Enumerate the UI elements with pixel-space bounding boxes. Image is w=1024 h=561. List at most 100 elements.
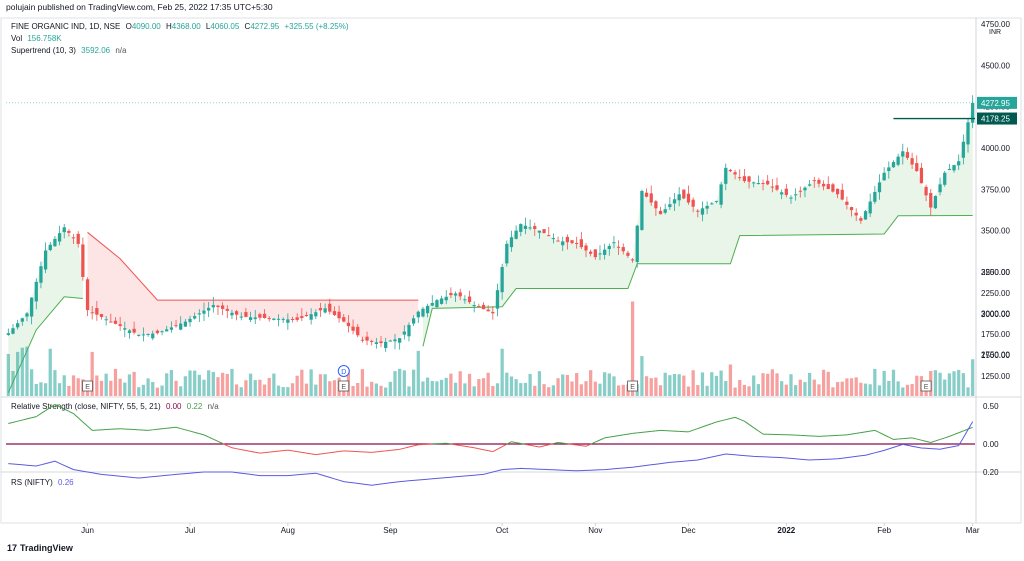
volume-bar [444,377,448,396]
candle-body [537,230,542,233]
volume-bar [356,382,360,396]
candle-body [337,311,341,319]
candle-body [919,167,924,184]
candle-body [425,305,430,314]
volume-bar [332,380,337,396]
volume-bar [34,384,38,396]
candle-body [29,297,34,317]
candle-body [398,338,402,343]
rsi-line-segment [632,432,638,434]
candle-body [393,339,397,342]
rsi-line-segment [474,447,479,450]
volume-bar [882,370,886,396]
candle-body [258,314,262,318]
rsi-line-segment [17,419,23,422]
volume-bar [859,382,863,396]
volume-bar [649,378,653,396]
rsi-line-segment [543,444,549,447]
volume-bar [873,368,877,396]
rsi-line-segment [148,429,153,431]
volume-bar [770,369,774,396]
earnings-marker-label: E [341,384,346,391]
candle-body [481,304,486,310]
rsi-line-segment [655,429,661,432]
publisher-caption: polujain published on TradingView.com, F… [6,2,273,12]
rsi-line-segment [506,441,512,445]
candle-body [300,316,304,319]
volume-bar [938,372,942,396]
rsi-line-segment [748,424,754,429]
rsi-line-segment [162,427,167,430]
volume-bar [849,378,854,396]
supertrend-down-0-fill [87,232,419,344]
candle-body [220,305,225,309]
legend-supertrend: Supertrend (10, 3) 3592.06 n/a [11,46,126,55]
volume-bar [733,387,737,396]
candle-body [579,239,583,248]
candle-body [207,307,211,311]
rsi-line-segment [744,420,750,425]
tradingview-logo[interactable]: 17 TradingView [7,543,73,553]
volume-bar [677,374,681,396]
candle-body [752,182,756,184]
volume-bar [421,381,425,396]
volume-bar [672,373,677,396]
candle-body [444,296,448,301]
volume-bar [821,369,826,396]
volume-bar [556,378,560,396]
volume-bar [565,375,569,396]
candle-body [929,193,933,208]
rsi-line-segment [236,448,242,451]
volume-bar [202,379,206,396]
candle-body [798,190,802,192]
price-tick-label: 1500.00 [981,351,1010,360]
candle-body [523,225,528,229]
candle-body [276,318,281,320]
rsi-line-segment [562,442,568,445]
volume-bar [174,380,178,396]
rsi-line-segment [157,428,163,430]
currency-label: INR [989,29,1001,36]
time-tick-label: Jul [185,526,195,535]
candle-body [230,312,234,316]
candle-body [714,200,719,202]
volume-bar [752,375,756,396]
volume-bar [43,383,48,396]
volume-bar [323,374,327,396]
rsi-line-segment [259,452,265,454]
rsi-label: Relative Strength (close, NIFTY, 55, 5, … [11,402,161,411]
rsi-line-segment [865,430,871,433]
candle-body [286,319,290,323]
rsi-line-segment [520,443,526,445]
candle-body [775,185,779,190]
candle-body [849,207,854,211]
candle-body [817,179,821,184]
candle-body [328,303,332,312]
volume-bar [412,369,416,396]
candle-body [826,184,830,189]
rsi-line-segment [171,426,177,429]
rsi-tick-label: 0.50 [983,402,999,411]
earnings-marker [82,380,93,392]
candle-body [62,227,66,233]
rsi-line-segment [180,428,186,431]
candle-body [770,186,774,188]
rsi-line-segment [888,436,894,440]
candle-body [123,328,127,330]
volume-bar [6,354,10,396]
volume-bar [957,369,961,396]
candle-body [877,182,882,193]
volume-bar [789,374,793,396]
rsi-line-segment [939,437,945,440]
candle-body [407,324,411,337]
volume-bar [495,383,500,396]
volume-bar [449,373,453,396]
rsi-line-segment [525,443,531,446]
candle-body [691,199,695,207]
volume-bar [943,379,947,396]
candle-body [67,230,71,233]
price-tick-label: 4500.00 [981,61,1010,70]
rsi-line-segment [511,441,517,444]
rsi-line-segment [87,425,93,431]
